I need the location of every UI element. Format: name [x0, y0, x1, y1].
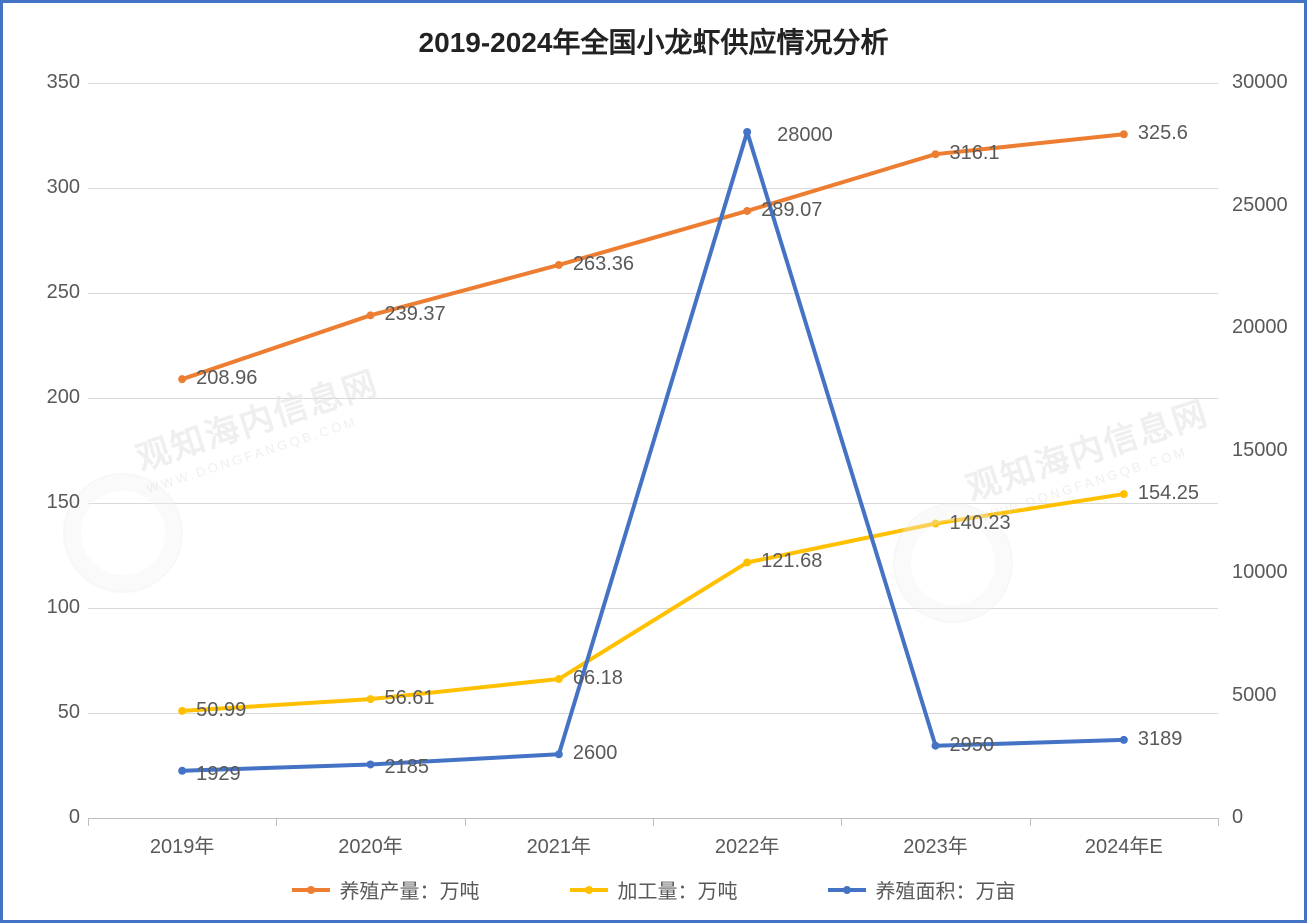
- series-2: [88, 83, 1218, 818]
- ytick-left: 0: [10, 806, 80, 829]
- legend-item: 养殖产量：万吨: [292, 875, 480, 904]
- xtick-label: 2019年: [88, 830, 276, 859]
- legend-swatch: [828, 888, 866, 892]
- ytick-left: 50: [10, 701, 80, 724]
- legend-swatch: [570, 888, 608, 892]
- legend-swatch: [292, 888, 330, 892]
- xtick-label: 2022年: [653, 830, 841, 859]
- ytick-right: 25000: [1232, 194, 1288, 217]
- legend: 养殖产量：万吨 加工量：万吨 养殖面积：万亩: [3, 875, 1304, 904]
- ytick-left: 250: [10, 281, 80, 304]
- legend-item: 加工量：万吨: [570, 875, 738, 904]
- ytick-right: 20000: [1232, 316, 1288, 339]
- chart-frame: 2019-2024年全国小龙虾供应情况分析 观知海内信息网 WWW.DONGFA…: [0, 0, 1307, 923]
- ytick-left: 200: [10, 386, 80, 409]
- data-label: 50.99: [196, 699, 246, 722]
- ytick-left: 350: [10, 71, 80, 94]
- data-label: 208.96: [196, 367, 257, 390]
- xtick-mark: [88, 818, 89, 826]
- legend-label: 加工量：万吨: [618, 875, 738, 904]
- xtick-mark: [841, 818, 842, 826]
- data-label: 289.07: [761, 199, 822, 222]
- data-label: 56.61: [385, 687, 435, 710]
- data-label: 3189: [1138, 728, 1183, 751]
- data-label: 66.18: [573, 667, 623, 690]
- plot-area: [88, 83, 1218, 818]
- data-label: 1929: [196, 763, 241, 786]
- legend-label: 养殖面积：万亩: [876, 875, 1016, 904]
- data-label: 28000: [777, 124, 833, 147]
- xtick-mark: [465, 818, 466, 826]
- ytick-left: 100: [10, 596, 80, 619]
- ytick-right: 0: [1232, 806, 1243, 829]
- xtick-label: 2024年E: [1030, 830, 1218, 859]
- data-label: 2950: [950, 734, 995, 757]
- xtick-label: 2020年: [276, 830, 464, 859]
- data-label: 2185: [385, 756, 430, 779]
- ytick-left: 300: [10, 176, 80, 199]
- xtick-mark: [1218, 818, 1219, 826]
- ytick-right: 30000: [1232, 71, 1288, 94]
- xtick-mark: [276, 818, 277, 826]
- data-label: 239.37: [385, 303, 446, 326]
- xtick-mark: [1030, 818, 1031, 826]
- chart-title: 2019-2024年全国小龙虾供应情况分析: [3, 21, 1304, 61]
- data-label: 140.23: [950, 512, 1011, 535]
- xtick-mark: [653, 818, 654, 826]
- legend-label: 养殖产量：万吨: [340, 875, 480, 904]
- data-label: 154.25: [1138, 482, 1199, 505]
- data-label: 2600: [573, 742, 618, 765]
- ytick-left: 150: [10, 491, 80, 514]
- data-label: 121.68: [761, 550, 822, 573]
- xtick-label: 2023年: [841, 830, 1029, 859]
- data-label: 263.36: [573, 253, 634, 276]
- legend-item: 养殖面积：万亩: [828, 875, 1016, 904]
- data-label: 325.6: [1138, 122, 1188, 145]
- ytick-right: 5000: [1232, 684, 1277, 707]
- ytick-right: 15000: [1232, 439, 1288, 462]
- data-label: 316.1: [950, 142, 1000, 165]
- xtick-label: 2021年: [465, 830, 653, 859]
- ytick-right: 10000: [1232, 561, 1288, 584]
